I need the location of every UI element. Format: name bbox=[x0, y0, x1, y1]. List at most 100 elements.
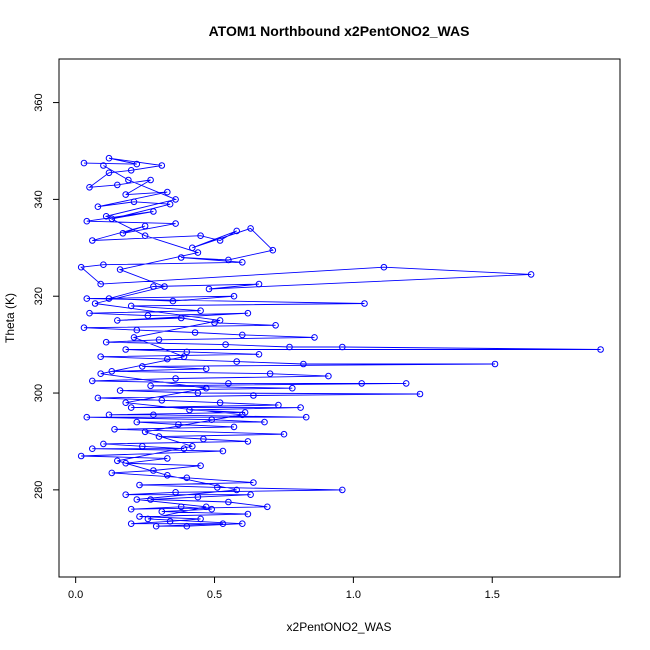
data-point bbox=[233, 358, 240, 365]
data-point bbox=[108, 215, 116, 223]
data-point bbox=[161, 283, 168, 290]
data-point bbox=[183, 474, 191, 482]
data-point bbox=[202, 503, 210, 511]
data-point bbox=[89, 445, 96, 453]
x-tick-label: 0.5 bbox=[207, 589, 222, 601]
data-point bbox=[183, 348, 191, 356]
data-point bbox=[108, 368, 116, 375]
data-point bbox=[189, 443, 196, 450]
data-point bbox=[239, 259, 246, 266]
data-point bbox=[247, 225, 254, 232]
data-point bbox=[380, 263, 388, 271]
data-point bbox=[186, 406, 193, 414]
data-point bbox=[158, 508, 166, 515]
data-point bbox=[133, 326, 141, 334]
data-point bbox=[177, 503, 185, 511]
data-point bbox=[339, 343, 346, 351]
data-point bbox=[172, 489, 179, 496]
series-line bbox=[80, 157, 601, 527]
data-point bbox=[119, 230, 127, 237]
data-point bbox=[164, 188, 171, 196]
data-point bbox=[527, 271, 535, 278]
data-point bbox=[239, 411, 246, 419]
data-point bbox=[127, 520, 135, 528]
data-point bbox=[105, 169, 113, 177]
data-point bbox=[86, 184, 93, 191]
data-point bbox=[255, 351, 263, 358]
data-point bbox=[191, 329, 199, 336]
data-point bbox=[175, 421, 182, 428]
data-point bbox=[155, 433, 163, 440]
data-point bbox=[77, 263, 85, 271]
data-point bbox=[127, 302, 135, 310]
data-point bbox=[239, 520, 246, 528]
y-tick-label: 340 bbox=[33, 190, 45, 208]
data-point bbox=[122, 399, 129, 407]
data-point bbox=[122, 346, 129, 353]
data-point bbox=[102, 338, 110, 346]
data-point bbox=[105, 411, 113, 419]
plot-frame bbox=[58, 58, 621, 578]
data-point bbox=[250, 479, 257, 486]
data-point bbox=[208, 505, 215, 513]
data-point bbox=[361, 300, 368, 307]
data-point bbox=[172, 375, 179, 382]
x-tick-label: 0.0 bbox=[68, 589, 83, 601]
data-point bbox=[122, 191, 129, 198]
data-point bbox=[97, 280, 104, 288]
data-point bbox=[194, 493, 202, 501]
data-point bbox=[127, 404, 135, 411]
data-point bbox=[225, 380, 232, 387]
data-point bbox=[202, 384, 210, 392]
y-tick-label: 360 bbox=[33, 93, 45, 111]
data-point bbox=[122, 459, 129, 467]
y-tick-label: 280 bbox=[33, 481, 45, 499]
data-point bbox=[244, 309, 252, 317]
data-point bbox=[80, 324, 88, 332]
data-point bbox=[100, 261, 107, 269]
data-point bbox=[339, 486, 346, 494]
data-point bbox=[141, 222, 149, 230]
data-point bbox=[83, 295, 91, 302]
data-point bbox=[130, 334, 138, 341]
data-point bbox=[139, 443, 146, 450]
data-point bbox=[216, 237, 224, 244]
data-point bbox=[114, 317, 121, 324]
series-layer bbox=[77, 154, 604, 530]
y-tick-label: 300 bbox=[33, 384, 45, 402]
data-point bbox=[197, 307, 204, 315]
data-point bbox=[164, 472, 171, 479]
data-point bbox=[219, 520, 227, 528]
data-point bbox=[77, 452, 85, 460]
data-point bbox=[158, 397, 166, 404]
data-point bbox=[133, 418, 141, 426]
data-point bbox=[89, 377, 96, 385]
data-point bbox=[100, 440, 107, 448]
data-point bbox=[358, 380, 366, 387]
data-point bbox=[144, 515, 152, 523]
y-tick-label: 320 bbox=[33, 287, 45, 305]
data-point bbox=[597, 346, 604, 353]
data-point bbox=[80, 159, 88, 167]
data-point bbox=[230, 292, 238, 300]
data-point bbox=[164, 355, 171, 363]
data-point bbox=[150, 283, 157, 290]
data-point bbox=[202, 365, 210, 373]
data-point bbox=[147, 382, 154, 390]
data-point bbox=[402, 380, 410, 387]
data-point bbox=[102, 213, 110, 220]
data-point bbox=[230, 423, 238, 431]
data-point bbox=[150, 467, 157, 474]
data-point bbox=[94, 203, 102, 210]
data-point bbox=[83, 413, 91, 421]
data-point bbox=[183, 522, 191, 530]
data-point bbox=[197, 462, 204, 470]
data-point bbox=[169, 297, 177, 305]
data-point bbox=[155, 336, 163, 344]
data-point bbox=[94, 394, 102, 402]
data-point bbox=[211, 319, 218, 327]
data-point bbox=[205, 285, 213, 293]
data-point bbox=[130, 198, 138, 206]
data-point bbox=[225, 498, 232, 506]
